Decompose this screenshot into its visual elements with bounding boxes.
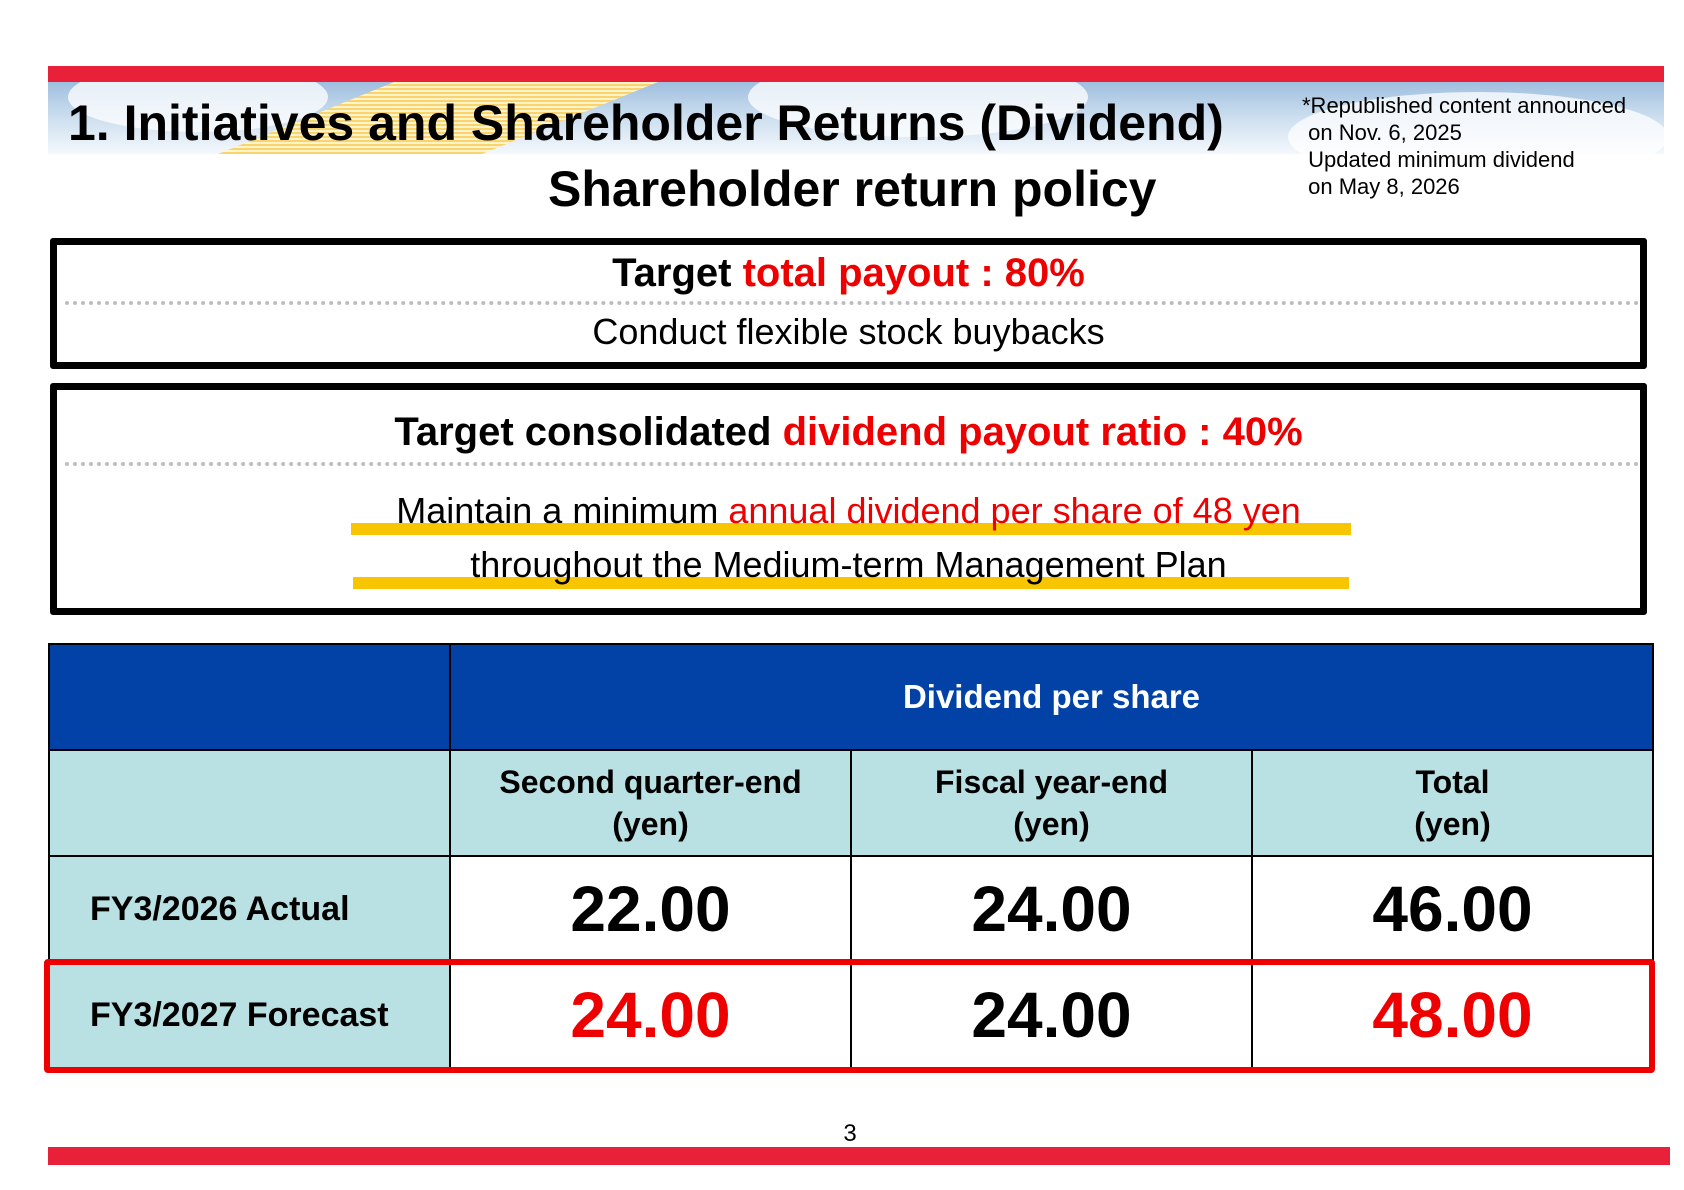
stock-buyback-text: Conduct flexible stock buybacks (592, 311, 1105, 352)
body-prefix: Maintain a minimum (396, 490, 729, 531)
payout-ratio-target: dividend payout ratio : 40% (782, 410, 1303, 454)
highlight-underline (351, 523, 1351, 535)
column-header-total: Total (yen) (1251, 749, 1654, 857)
total-payout-target: total payout : 80% (742, 251, 1085, 295)
heading-prefix: Target consolidated (394, 410, 783, 454)
header-sky-band (48, 82, 1664, 154)
note-line: on Nov. 6, 2025 (1302, 120, 1462, 145)
value-second-quarter: 22.00 (449, 855, 852, 963)
note-line: on May 8, 2026 (1302, 174, 1460, 199)
value-fiscal-year-end: 24.00 (850, 855, 1253, 963)
plan-period-text: throughout the Medium-term Management Pl… (470, 544, 1227, 585)
total-payout-heading: Target total payout : 80% (57, 251, 1640, 296)
table-corner-cell (48, 749, 451, 857)
table-row-fy2026-actual: FY3/2026 Actual 22.00 24.00 46.00 (48, 855, 1654, 963)
dividend-policy-box: Target consolidated dividend payout rati… (50, 383, 1647, 615)
dividend-table: Dividend per share Second quarter-end (y… (48, 643, 1654, 1069)
page-subtitle: Shareholder return policy (548, 161, 1157, 217)
column-header-unit: (yen) (1013, 806, 1090, 842)
highlight-underline (353, 577, 1349, 589)
republish-note: *Republished content announced on Nov. 6… (1302, 92, 1626, 200)
forecast-row-highlight-frame (44, 959, 1655, 1073)
table-corner-cell (48, 643, 451, 751)
column-header-unit: (yen) (612, 806, 689, 842)
column-header-line: Second quarter-end (499, 764, 802, 800)
note-line: Updated minimum dividend (1302, 147, 1575, 172)
value-second-quarter: 24.00 (449, 961, 852, 1069)
heading-prefix: Target (612, 251, 743, 295)
column-header-line: Total (1415, 764, 1490, 800)
column-header-second-quarter: Second quarter-end (yen) (449, 749, 852, 857)
column-header-fiscal-year-end: Fiscal year-end (yen) (850, 749, 1253, 857)
value-total: 46.00 (1251, 855, 1654, 963)
total-payout-policy-box: Target total payout : 80% Conduct flexib… (50, 238, 1647, 369)
top-red-bar (48, 66, 1664, 82)
dotted-divider (65, 462, 1640, 466)
column-header-unit: (yen) (1414, 806, 1491, 842)
page-number: 3 (843, 1120, 857, 1147)
row-label: FY3/2026 Actual (48, 855, 451, 963)
column-header-line: Fiscal year-end (935, 764, 1168, 800)
dividend-per-share-header: Dividend per share (449, 643, 1654, 751)
minimum-dividend-text: Maintain a minimum annual dividend per s… (57, 490, 1640, 532)
value-fiscal-year-end: 24.00 (850, 961, 1253, 1069)
bottom-red-bar (48, 1147, 1670, 1165)
payout-ratio-heading: Target consolidated dividend payout rati… (57, 410, 1640, 455)
minimum-dividend-highlight: annual dividend per share of 48 yen (728, 490, 1301, 531)
dotted-divider (65, 301, 1640, 305)
page-title: 1. Initiatives and Shareholder Returns (… (68, 95, 1224, 151)
note-line: *Republished content announced (1302, 93, 1627, 118)
